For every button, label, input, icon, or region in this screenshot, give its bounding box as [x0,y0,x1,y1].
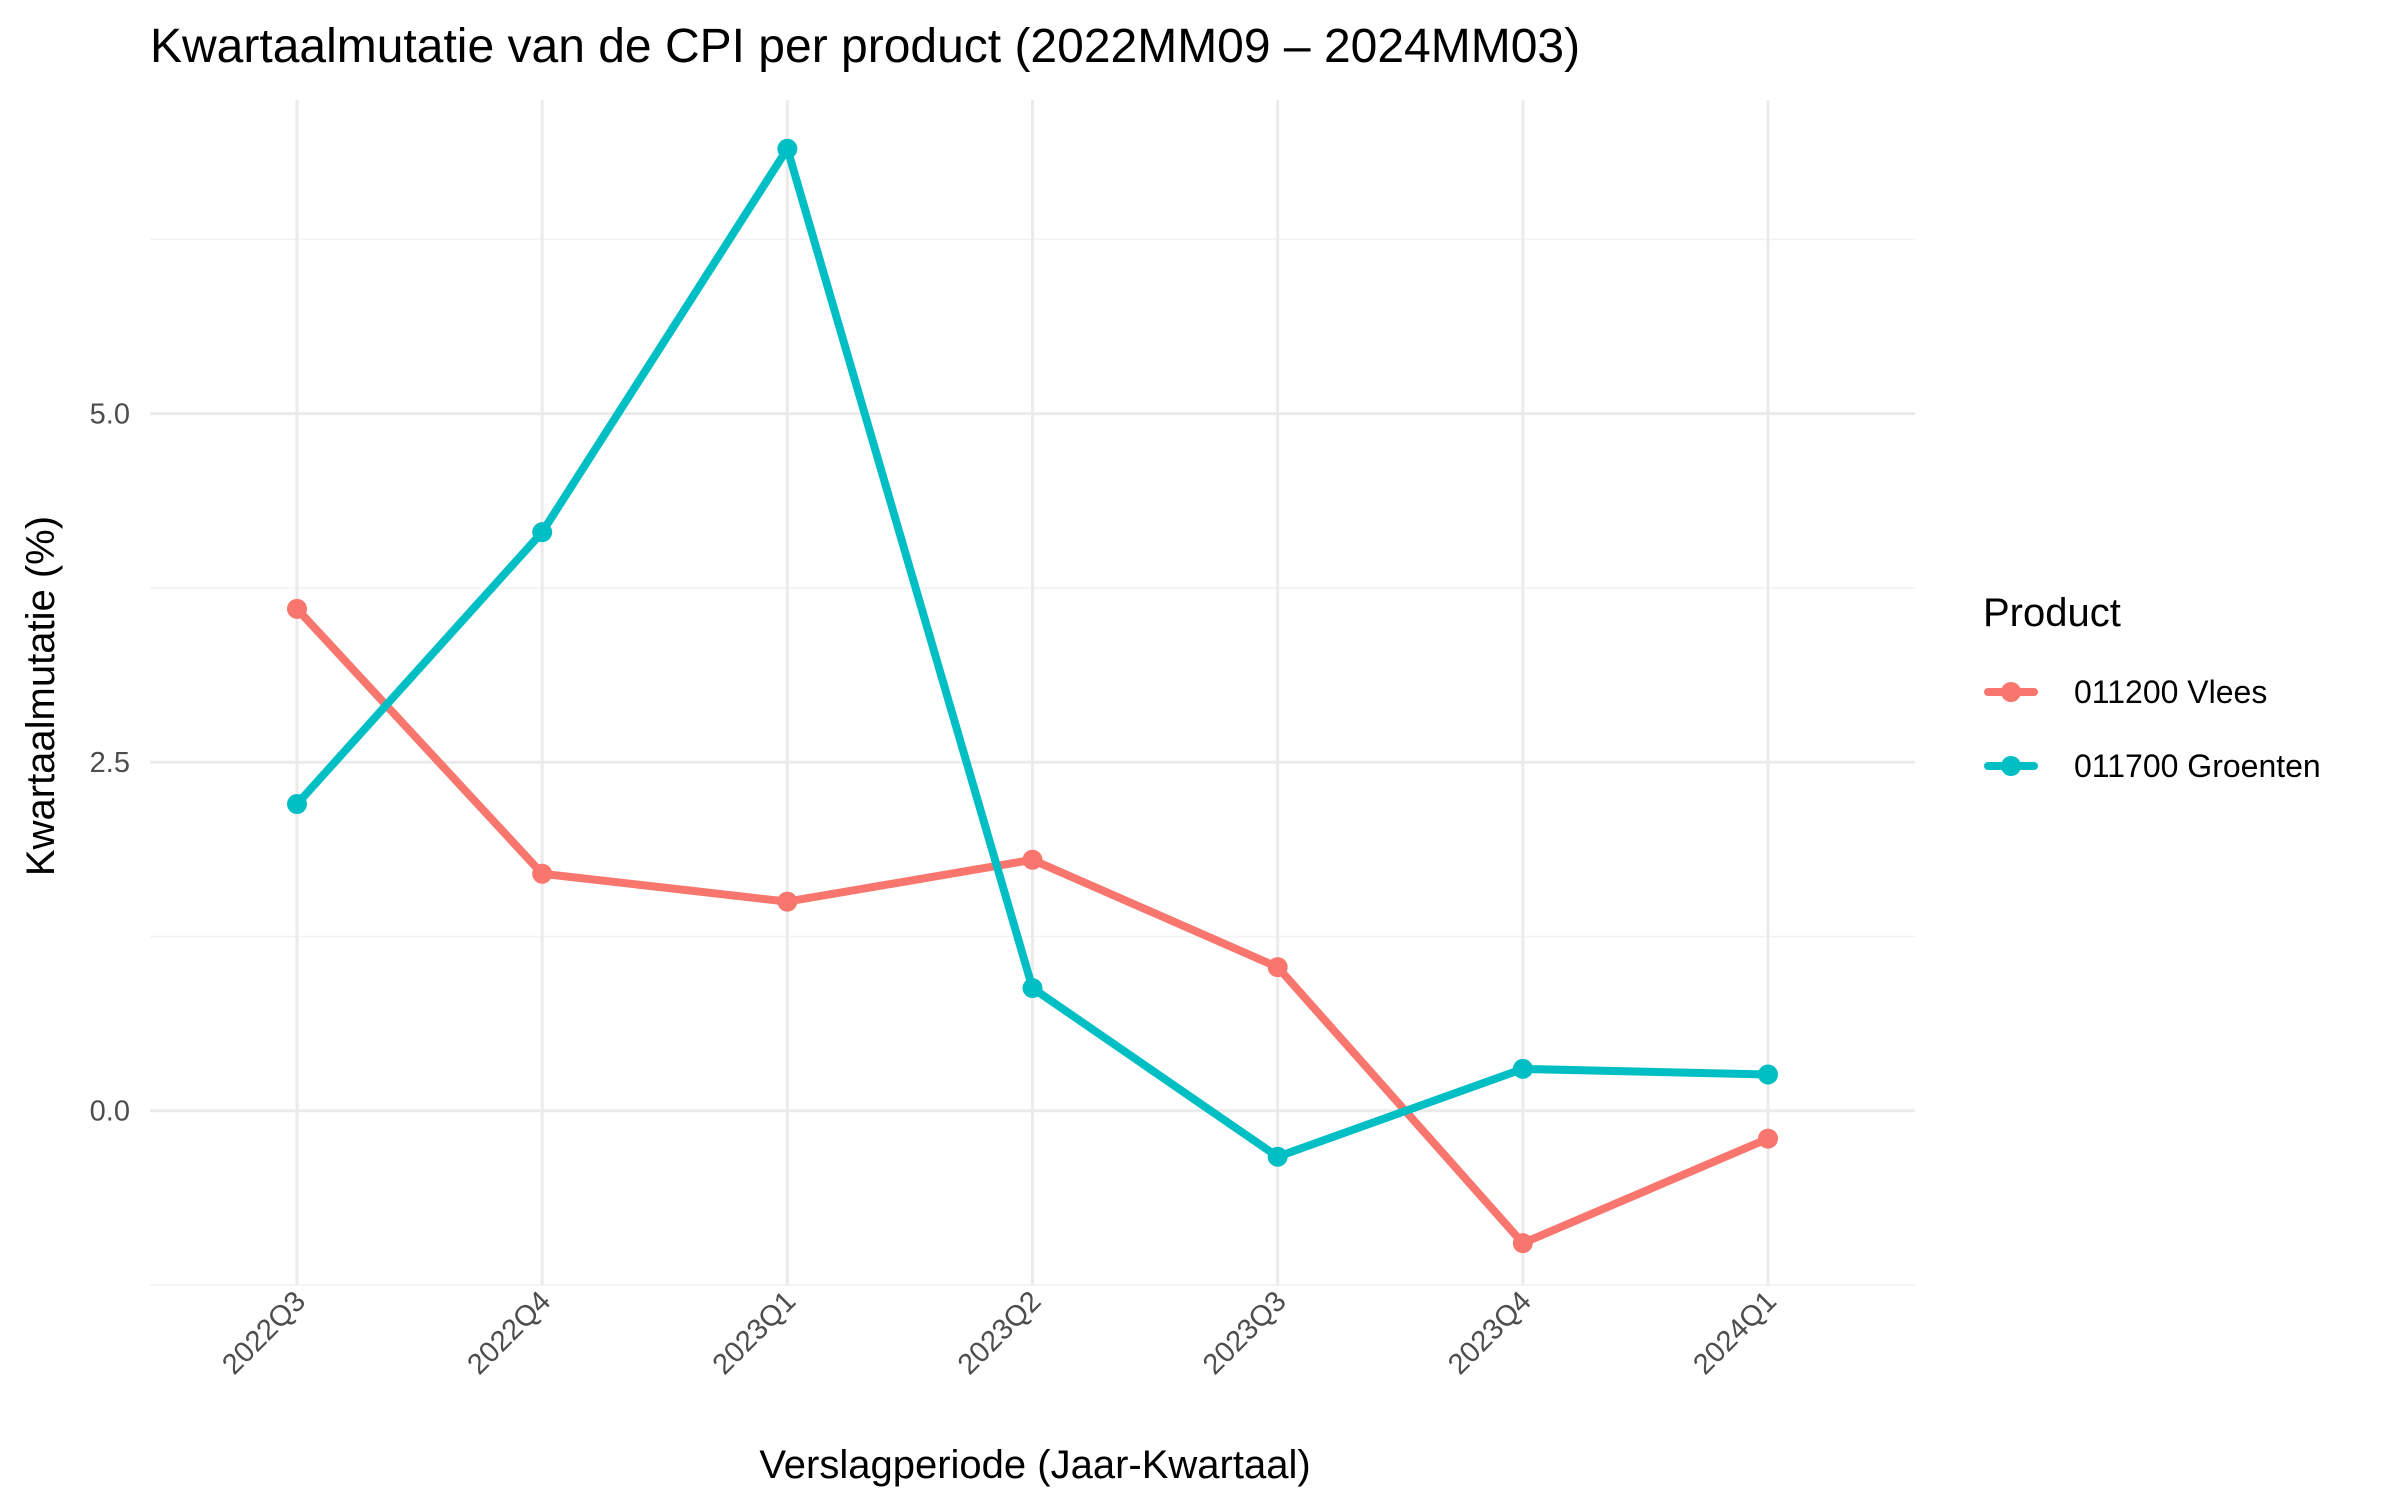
data-point [532,522,553,543]
data-point [1512,1233,1533,1254]
data-point [777,891,798,912]
legend-key-point [2001,756,2021,776]
data-point [1022,849,1043,870]
data-point [287,794,307,815]
legend-label: 011700 Groenten [2074,748,2321,784]
y-tick-label: 5.0 [90,399,130,431]
chart-title: Kwartaalmutatie van de CPI per product (… [150,20,1580,73]
data-point [1512,1058,1533,1079]
data-point [1758,1128,1778,1149]
y-tick-label: 2.5 [90,747,130,779]
y-tick-label: 0.0 [90,1096,130,1128]
data-point [1267,957,1288,978]
plot-series [287,138,1778,1254]
x-axis-title: Verslagperiode (Jaar-Kwartaal) [759,1443,1310,1487]
data-point [532,863,553,884]
legend-key-point [2001,682,2021,702]
data-point [1022,978,1043,999]
data-point [287,598,307,619]
legend-title: Product [1983,591,2121,635]
y-axis-title: Kwartaalmutatie (%) [19,516,63,876]
data-point [1267,1146,1288,1167]
data-point [1758,1064,1778,1085]
data-point [777,138,798,159]
legend: Product 011200 Vlees 011700 Groenten [1983,591,2321,784]
legend-label: 011200 Vlees [2074,674,2267,710]
